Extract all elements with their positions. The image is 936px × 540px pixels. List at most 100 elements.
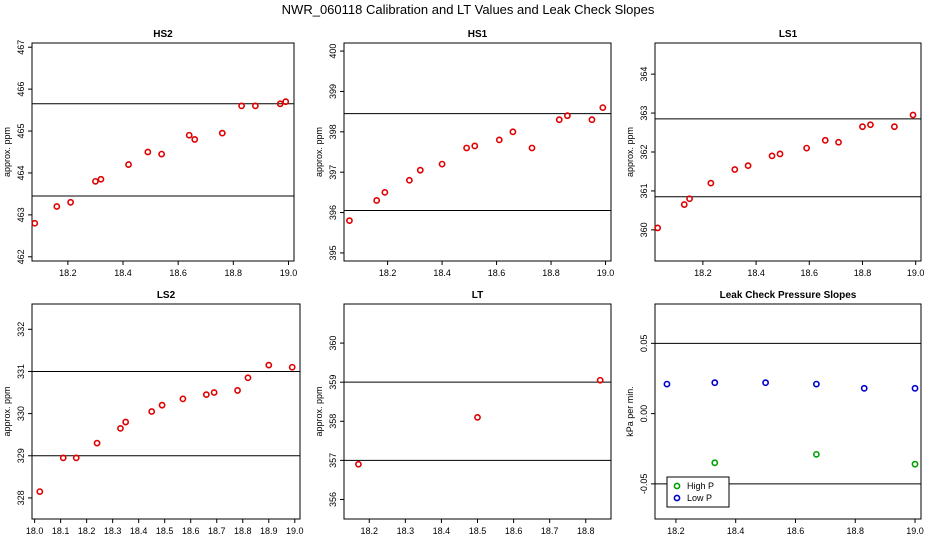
data-point — [891, 123, 898, 131]
data-point — [686, 195, 693, 203]
figure-title: NWR_060118 Calibration and LT Values and… — [282, 2, 655, 17]
data-point-low-p — [762, 379, 769, 387]
data-point-high-p — [911, 460, 919, 468]
y-tick-label: 0.00 — [639, 405, 649, 423]
y-axis-label: approx. ppm — [314, 386, 324, 436]
data-point — [355, 460, 362, 468]
data-point — [234, 387, 241, 394]
y-tick-label: 466 — [16, 82, 26, 97]
x-tick-label: 18.6 — [169, 268, 187, 278]
data-point — [218, 129, 226, 137]
y-tick-label: 0.05 — [639, 335, 649, 353]
x-tick-label: 18.6 — [787, 526, 805, 536]
data-point — [244, 374, 252, 382]
panel-title: HS2 — [153, 29, 173, 40]
x-tick-label: 18.8 — [846, 526, 864, 536]
data-point-low-p — [663, 380, 671, 388]
data-point — [144, 148, 152, 156]
x-tick-label: 18.6 — [488, 268, 506, 278]
data-point — [471, 142, 479, 150]
y-tick-label: 357 — [328, 453, 338, 468]
x-tick-label: 18.4 — [727, 526, 745, 536]
data-point — [803, 144, 811, 152]
y-tick-label: 398 — [328, 124, 338, 139]
data-point — [768, 152, 776, 160]
data-point — [373, 197, 381, 204]
data-point — [125, 161, 132, 168]
plot-frame — [654, 42, 922, 262]
x-tick-label: 18.5 — [156, 526, 174, 536]
y-tick-label: 332 — [16, 322, 26, 337]
data-point — [588, 116, 596, 124]
x-tick-label: 18.2 — [667, 526, 685, 536]
data-point — [495, 136, 503, 144]
y-tick-label: 364 — [639, 67, 649, 82]
data-point — [122, 418, 130, 426]
data-point — [288, 363, 296, 371]
panel-title: LS1 — [779, 29, 798, 40]
panel-title: Leak Check Pressure Slopes — [720, 290, 857, 301]
y-tick-label: 360 — [328, 336, 338, 351]
data-point — [59, 454, 67, 462]
y-tick-label: 330 — [16, 406, 26, 421]
y-tick-label: 464 — [16, 165, 26, 180]
panel-0: HS2 18.2 18.4 18.6 18.8 19.0 462 463 464 465 466 46… — [2, 29, 297, 278]
plot-frame — [31, 303, 301, 520]
data-point — [251, 102, 259, 110]
plot-frame — [31, 42, 295, 262]
x-tick-label: 18.6 — [182, 526, 200, 536]
x-tick-label: 18.8 — [577, 526, 595, 536]
x-tick-label: 19.0 — [286, 526, 304, 536]
x-tick-label: 18.2 — [379, 268, 397, 278]
y-tick-label: 358 — [328, 414, 338, 429]
data-point — [731, 166, 739, 173]
y-tick-label: 395 — [328, 245, 338, 260]
x-tick-label: 19.0 — [280, 268, 298, 278]
x-tick-label: 18.2 — [694, 268, 712, 278]
panel-4: LT 18.2 18.3 18.4 18.5 18.6 18.7 18.8 356 357 358 3… — [314, 290, 612, 536]
legend-label: High P — [687, 481, 714, 491]
x-tick-label: 18.6 — [505, 526, 523, 536]
y-axis-label: approx. ppm — [314, 127, 324, 177]
data-point — [276, 100, 284, 108]
data-point — [36, 488, 44, 495]
data-point — [405, 176, 413, 184]
x-tick-label: 18.7 — [541, 526, 559, 536]
data-point-low-p — [860, 384, 868, 392]
x-tick-label: 18.2 — [78, 526, 96, 536]
data-point — [474, 413, 481, 421]
y-tick-label: 465 — [16, 124, 26, 139]
data-point — [282, 98, 290, 106]
legend-box — [666, 476, 730, 508]
data-point — [528, 144, 536, 152]
data-point — [191, 136, 199, 143]
y-tick-label: 397 — [328, 165, 338, 180]
y-tick-label: 400 — [328, 44, 338, 59]
x-tick-label: 19.0 — [597, 268, 615, 278]
data-point — [438, 160, 446, 168]
legend-label: Low P — [687, 493, 712, 503]
data-point — [509, 128, 517, 136]
y-tick-label: 361 — [639, 183, 649, 198]
data-point — [31, 219, 39, 227]
y-axis-label: kPa per min. — [625, 386, 635, 437]
y-tick-label: 462 — [16, 249, 26, 264]
data-point-low-p — [812, 380, 820, 388]
data-point — [859, 123, 866, 131]
x-tick-label: 18.2 — [360, 526, 378, 536]
y-tick-label: 399 — [328, 84, 338, 99]
data-point — [909, 111, 917, 119]
data-point — [148, 408, 156, 415]
panel-5: Leak Check Pressure Slopes 18.2 18.4 18.6 18… — [625, 290, 924, 536]
data-point — [72, 454, 80, 462]
data-point — [555, 116, 563, 124]
plot-frame — [343, 42, 612, 262]
x-tick-label: 18.9 — [260, 526, 278, 536]
data-point-low-p — [911, 384, 919, 392]
data-point-high-p — [711, 459, 719, 467]
y-tick-label: 362 — [639, 144, 649, 159]
x-tick-label: 19.0 — [907, 268, 925, 278]
y-tick-label: -0.05 — [639, 474, 649, 495]
data-point — [265, 361, 273, 369]
